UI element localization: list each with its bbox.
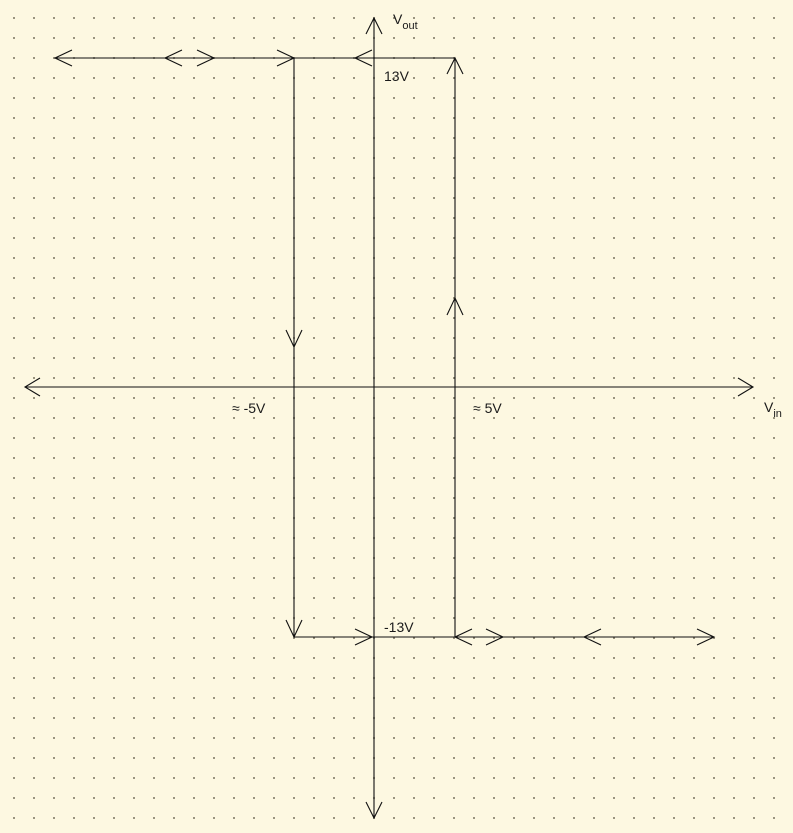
up-arrowhead — [446, 296, 464, 316]
falling-transition-line — [285, 58, 303, 639]
x-axis-label: Vin — [764, 399, 782, 420]
y-axis-bottom-arrowhead — [365, 801, 383, 820]
right-arrowhead — [696, 628, 716, 646]
high-voltage-label: 13V — [384, 68, 410, 84]
up-arrowhead — [446, 56, 464, 75]
left-arrowhead — [453, 628, 473, 646]
x-axis-left-arrowhead — [23, 377, 41, 397]
upper-saturation-line — [53, 49, 455, 67]
left-arrowhead — [53, 49, 73, 67]
x-axis-right-arrowhead — [737, 377, 755, 397]
rising-transition-line — [446, 56, 464, 637]
right-arrowhead — [485, 628, 505, 646]
left-arrowhead — [163, 49, 183, 67]
y-axis — [365, 16, 383, 820]
lower-saturation-line — [294, 628, 716, 646]
left-arrowhead — [353, 49, 373, 67]
low-voltage-label: -13V — [384, 619, 414, 635]
positive-threshold-label: ≈ 5V — [473, 400, 502, 416]
down-arrowhead — [285, 329, 303, 349]
negative-threshold-label: ≈ -5V — [232, 400, 266, 416]
x-axis — [23, 377, 755, 397]
y-axis-top-arrowhead — [365, 16, 383, 35]
y-axis-label: Vout — [393, 11, 418, 32]
right-arrowhead — [354, 628, 374, 646]
right-arrowhead — [196, 49, 216, 67]
left-arrowhead — [582, 628, 602, 646]
